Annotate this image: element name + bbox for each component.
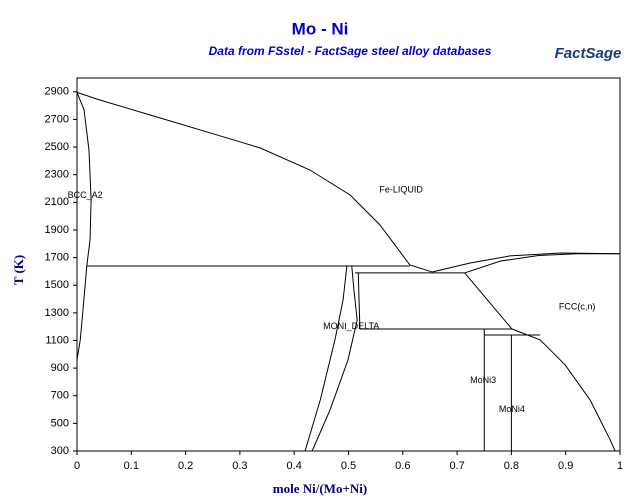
region-label: BCC_A2	[68, 190, 103, 200]
y-tick-label: 2500	[45, 141, 69, 153]
region-label: MONI_DELTA	[323, 321, 379, 331]
x-tick-label: 0.5	[341, 460, 356, 472]
y-tick-label: 1500	[45, 279, 69, 291]
x-tick-label: 0.6	[395, 460, 410, 472]
y-tick-label: 2700	[45, 113, 69, 125]
logo: FactSage	[555, 45, 622, 62]
chart-subtitle: Data from FSstel - FactSage steel alloy …	[209, 44, 492, 58]
phase-boundary	[464, 253, 620, 274]
y-tick-label: 1900	[45, 224, 69, 236]
y-tick-label: 900	[51, 362, 69, 374]
y-tick-label: 2100	[45, 196, 69, 208]
y-axis-label: T (K)	[11, 255, 26, 285]
x-tick-label: 0.7	[449, 460, 464, 472]
x-tick-label: 0.8	[504, 460, 519, 472]
region-label: MoNi4	[499, 404, 525, 414]
region-label: FCC(c,n)	[559, 302, 596, 312]
phase-boundary	[311, 265, 358, 452]
y-tick-label: 1100	[45, 334, 69, 346]
x-tick-label: 1	[617, 460, 623, 472]
phase-boundary	[357, 272, 361, 330]
phase-boundary	[304, 265, 348, 452]
phase-boundary	[464, 272, 513, 330]
region-label: MoNi3	[470, 375, 496, 385]
phase-boundary	[76, 91, 433, 273]
y-tick-label: 1300	[45, 307, 69, 319]
phase-boundary	[76, 265, 88, 361]
x-tick-label: 0	[74, 460, 80, 472]
x-tick-label: 0.9	[558, 460, 573, 472]
y-tick-label: 300	[51, 445, 69, 457]
phase-boundary	[76, 92, 92, 267]
phase-boundary	[511, 328, 616, 452]
x-tick-label: 0.1	[124, 460, 139, 472]
phase-boundary	[432, 252, 621, 273]
plot-frame	[76, 77, 621, 452]
x-tick-label: 0.3	[232, 460, 247, 472]
y-tick-label: 2300	[45, 169, 69, 181]
x-axis-label: mole Ni/(Mo+Ni)	[273, 481, 367, 496]
region-label: Fe-LIQUID	[379, 184, 423, 194]
y-tick-label: 500	[51, 417, 69, 429]
chart-title: Mo - Ni	[292, 19, 349, 38]
x-tick-label: 0.2	[178, 460, 193, 472]
y-tick-label: 700	[51, 390, 69, 402]
y-tick-label: 2900	[45, 86, 69, 98]
x-tick-label: 0.4	[287, 460, 302, 472]
y-tick-label: 1700	[45, 251, 69, 263]
